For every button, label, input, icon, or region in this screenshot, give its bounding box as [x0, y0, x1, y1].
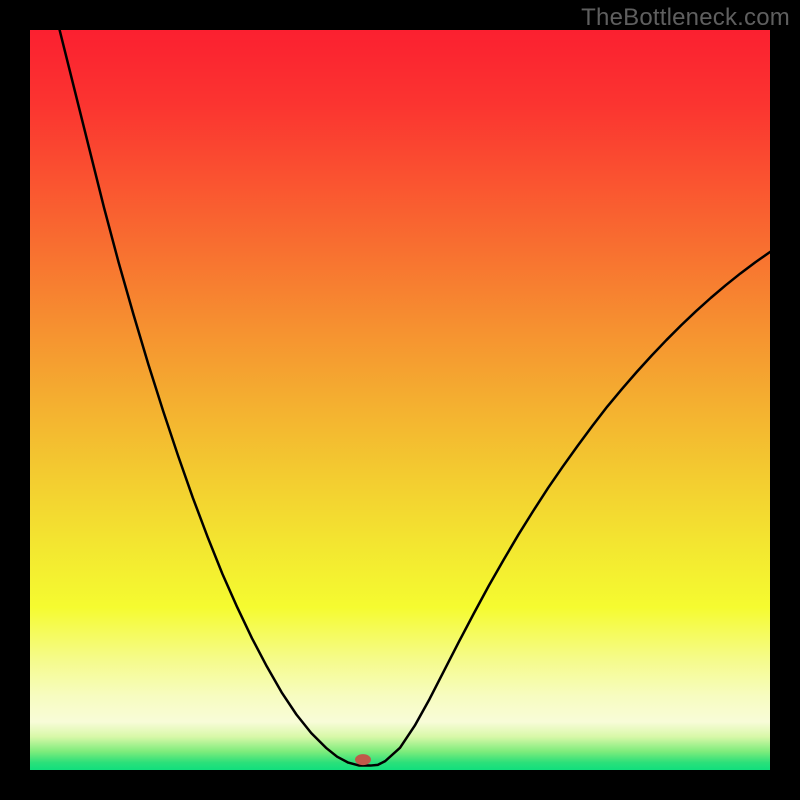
chart-frame: TheBottleneck.com	[0, 0, 800, 800]
chart-svg	[30, 30, 770, 770]
watermark-text: TheBottleneck.com	[581, 4, 790, 32]
plot-area	[30, 30, 770, 770]
gradient-background	[30, 30, 770, 770]
optimum-marker	[355, 754, 371, 765]
